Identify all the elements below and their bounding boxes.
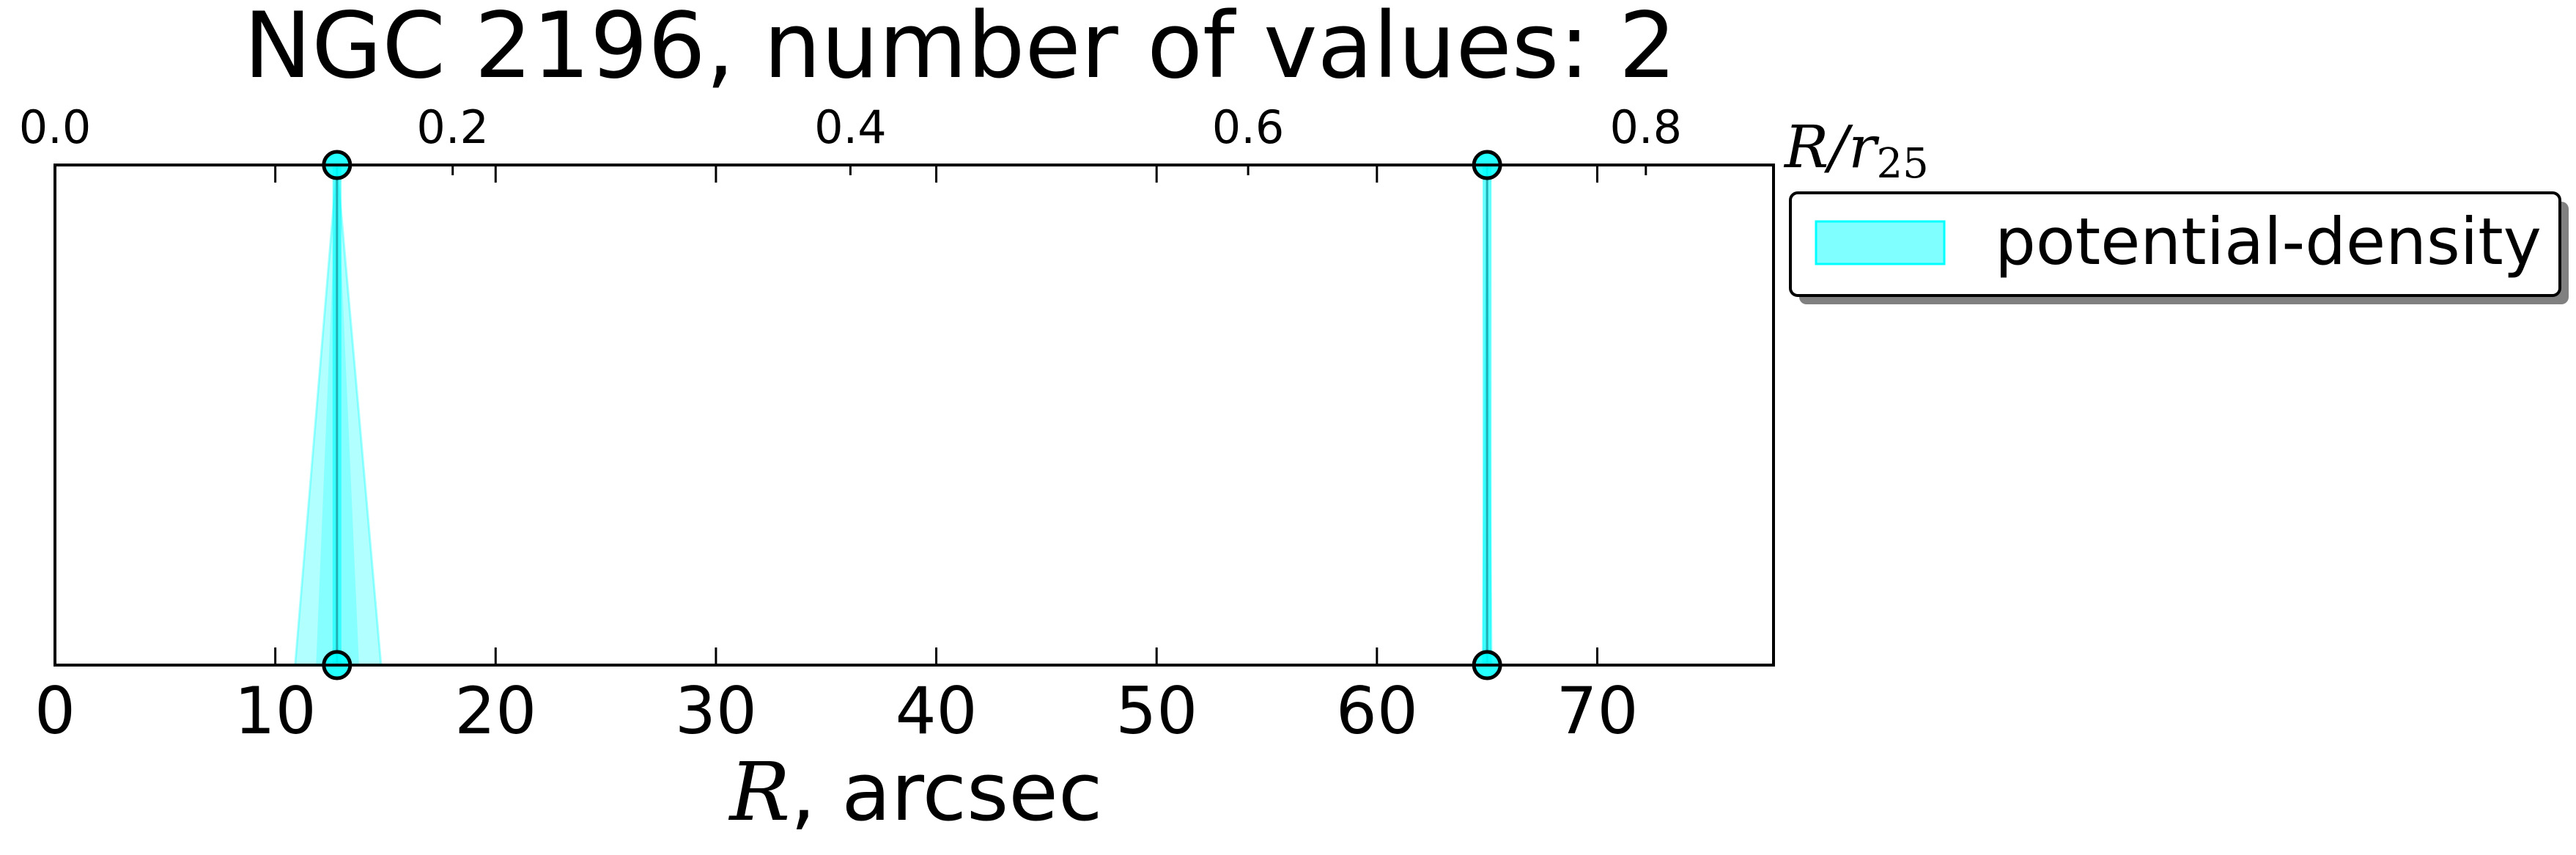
data-layer	[294, 150, 1502, 680]
top-axis: 0.0 0.2 0.4 0.6 0.8	[19, 100, 1682, 175]
x-tick-label: 20	[454, 673, 536, 749]
x-tick-label: 30	[675, 673, 757, 749]
x-tick-label: 10	[235, 673, 317, 749]
top-x-tick-label: 0.0	[19, 100, 92, 154]
legend-label: potential-density	[1995, 204, 2542, 279]
x-tick-label: 0	[34, 673, 75, 749]
top-x-axis-label: R/r25	[1783, 113, 1929, 188]
x-tick-label: 50	[1115, 673, 1197, 749]
top-x-tick-label: 0.8	[1609, 100, 1682, 154]
legend: potential-density	[1789, 191, 2569, 304]
legend-swatch	[1815, 220, 1946, 265]
x-axis-label: R, arcsec	[728, 745, 1103, 839]
legend-box	[1789, 191, 2561, 297]
bottom-axis: 0 10 20 30 40 50 60 70	[34, 165, 1638, 749]
top-x-tick-label: 0.2	[416, 100, 489, 154]
x-tick-label: 40	[896, 673, 978, 749]
chart-title: NGC 2196, number of values: 2	[244, 0, 1677, 99]
x-tick-label: 60	[1336, 673, 1418, 749]
plot-frame	[53, 164, 1775, 667]
x-tick-label: 70	[1556, 673, 1638, 749]
top-x-tick-label: 0.4	[814, 100, 887, 154]
top-x-tick-label: 0.6	[1212, 100, 1285, 154]
